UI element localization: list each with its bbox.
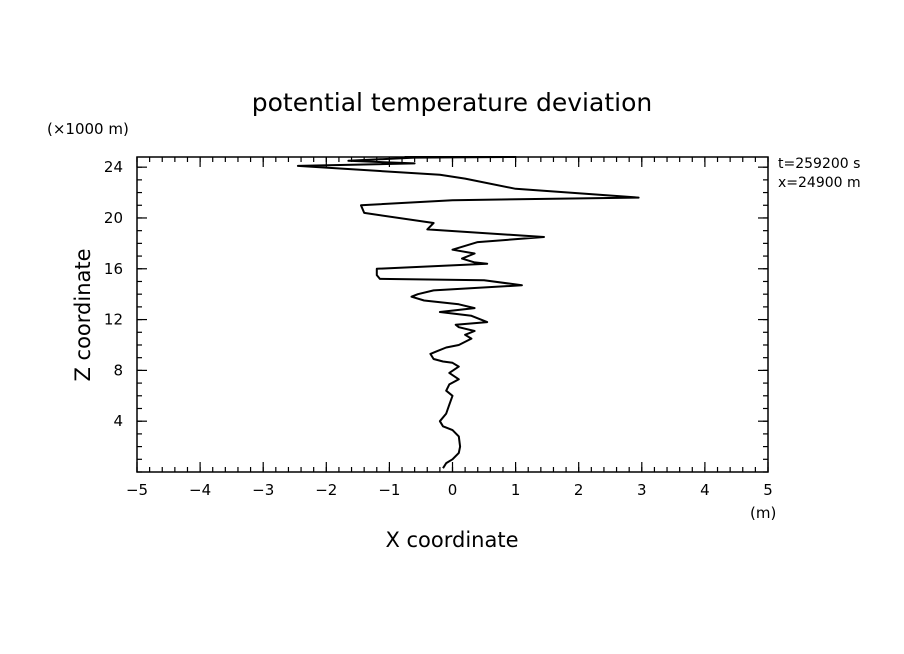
x-tick-label: −3 (252, 481, 274, 499)
annotation-time: t=259200 s (778, 156, 860, 172)
y-tick-label: 8 (113, 361, 123, 379)
x-unit-label: (m) (750, 504, 776, 522)
x-axis-label: X coordinate (385, 528, 518, 552)
x-tick-label: −1 (378, 481, 400, 499)
series-line-0 (296, 156, 640, 469)
annotation-position: x=24900 m (778, 175, 861, 191)
x-tick-label: 0 (448, 481, 458, 499)
y-tick-label: 4 (113, 412, 123, 430)
x-tick-label: −5 (126, 481, 148, 499)
x-tick-label: −2 (315, 481, 337, 499)
y-tick-label: 12 (104, 311, 123, 329)
x-tick-label: 4 (700, 481, 710, 499)
series-layer (296, 156, 640, 469)
x-tick-label: 5 (763, 481, 773, 499)
y-unit-label: (×1000 m) (47, 120, 129, 138)
chart-title: potential temperature deviation (252, 88, 652, 117)
x-tick-label: −4 (189, 481, 211, 499)
x-tick-label: 1 (511, 481, 521, 499)
y-tick-label: 24 (104, 158, 123, 176)
y-axis-label: Z coordinate (71, 248, 95, 381)
x-tick-label: 3 (637, 481, 647, 499)
y-tick-label: 20 (104, 209, 123, 227)
y-tick-label: 16 (104, 260, 123, 278)
x-tick-label: 2 (574, 481, 584, 499)
